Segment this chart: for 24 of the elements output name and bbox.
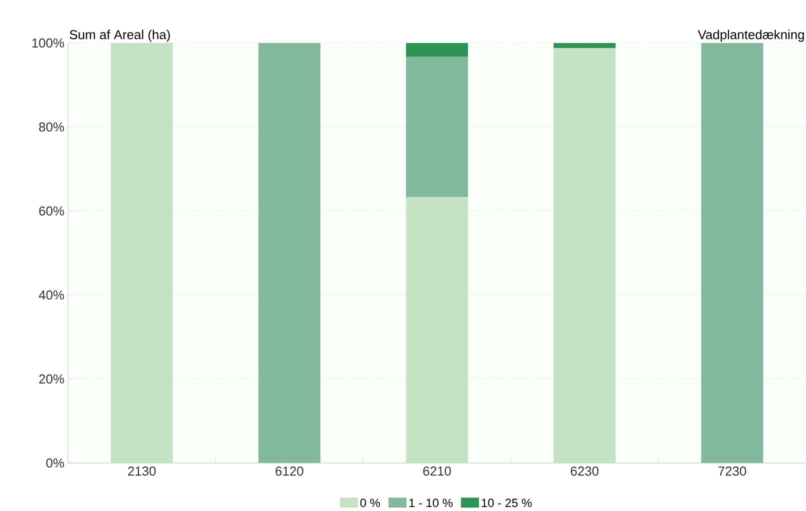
bar xyxy=(406,197,468,463)
bar xyxy=(554,48,616,463)
y-tick-label: 40% xyxy=(38,290,64,300)
bar xyxy=(406,42,468,57)
legend-label: 1 - 10 % xyxy=(409,498,453,508)
bar xyxy=(406,56,468,198)
y-tick-label: 80% xyxy=(39,122,64,132)
x-tick-label: 6230 xyxy=(570,466,598,476)
y-tick-label: 0% xyxy=(46,458,64,468)
bar xyxy=(258,42,320,463)
legend-title: Vadplantedækning xyxy=(698,30,804,42)
y-tick-label: 100% xyxy=(32,38,64,48)
x-tick-label: 2130 xyxy=(128,466,156,476)
bar xyxy=(701,42,764,463)
y-axis-title: Sum af Areal (ha) xyxy=(70,30,170,42)
x-tick-label: 7230 xyxy=(718,466,746,476)
legend-label: 10 - 25 % xyxy=(482,498,532,508)
bar xyxy=(554,42,616,48)
x-tick-label: 6120 xyxy=(276,466,304,476)
x-tick-label: 6210 xyxy=(423,466,451,476)
bar xyxy=(110,42,173,463)
legend-label: 0 % xyxy=(360,498,380,508)
y-tick-label: 60% xyxy=(39,206,64,216)
y-tick-label: 20% xyxy=(39,374,64,384)
